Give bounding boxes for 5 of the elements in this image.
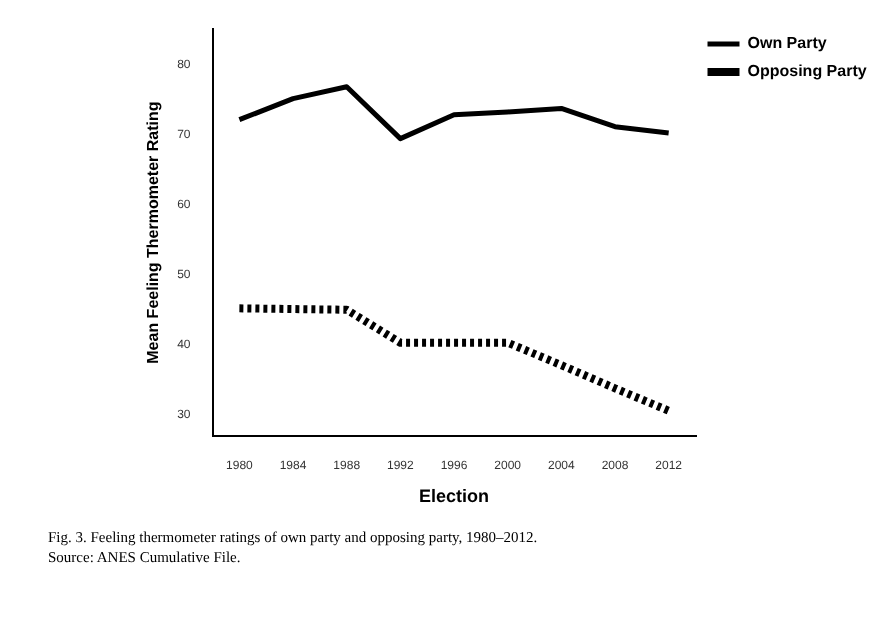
x-axis-title: Election (419, 486, 490, 507)
legend-label: Opposing Party (747, 62, 868, 81)
y-axis-title: Mean Feeling Thermometer Rating (144, 101, 163, 364)
legend-label: Own Party (747, 34, 828, 53)
line-series (235, 304, 673, 415)
